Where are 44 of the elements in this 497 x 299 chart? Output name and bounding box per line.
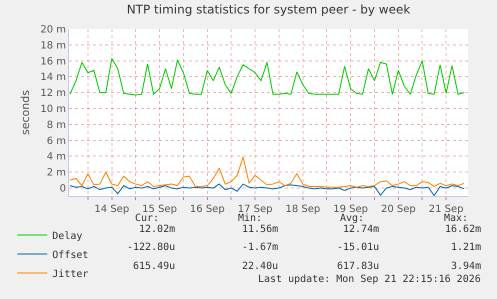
text: Max: bbox=[444, 213, 468, 224]
chart-title: NTP timing statistics for system peer - by week bbox=[126, 2, 410, 16]
text: Min: bbox=[238, 213, 262, 224]
y-tick-label: 12 m bbox=[40, 88, 66, 100]
y-tick-label: 4 m bbox=[46, 152, 66, 163]
line-series bbox=[70, 156, 465, 188]
text: 3.94m bbox=[451, 261, 482, 272]
text: -15.01u bbox=[337, 242, 380, 253]
x-tick-label: 18 Sep bbox=[285, 204, 320, 215]
legend-label: Offset bbox=[52, 250, 88, 261]
line-series bbox=[70, 58, 465, 96]
text: -122.80u bbox=[127, 242, 176, 253]
text: Cur: bbox=[135, 213, 160, 224]
x-tick-label: 20 Sep bbox=[380, 204, 416, 215]
y-tick-label: 14 m bbox=[40, 72, 66, 84]
text: 16.62m bbox=[445, 224, 482, 235]
text: 615.49u bbox=[133, 261, 176, 272]
x-tick-label: 15 Sep bbox=[142, 204, 177, 215]
y-tick-label: 2 m bbox=[46, 168, 66, 179]
text: 22.40u bbox=[242, 261, 278, 272]
x-tick-label: 17 Sep bbox=[238, 204, 272, 215]
y-tick-label: 10 m bbox=[40, 104, 66, 116]
y-axis-title: seconds bbox=[18, 90, 32, 135]
y-tick-label: 16 m bbox=[40, 56, 66, 68]
x-tick-label: 21 Sep bbox=[428, 204, 464, 215]
x-tick-label: 14 Sep bbox=[94, 204, 130, 215]
line-series bbox=[70, 184, 465, 196]
x-tick-label: 16 Sep bbox=[190, 204, 225, 215]
y-tick-label: 0 bbox=[60, 184, 66, 195]
y-tick-label: 8 m bbox=[46, 120, 66, 131]
text: 1.21m bbox=[451, 242, 482, 253]
text: 617.83u bbox=[337, 261, 380, 272]
x-tick-label: 19 Sep bbox=[333, 204, 368, 215]
legend-label: Delay bbox=[52, 230, 82, 242]
text: 11.56m bbox=[242, 224, 278, 235]
legend-label: Jitter bbox=[52, 268, 88, 280]
text: 12.74m bbox=[343, 224, 380, 235]
text: -1.67m bbox=[242, 242, 278, 253]
y-tick-label: 20 m bbox=[40, 24, 66, 36]
y-tick-label: 6 m bbox=[46, 136, 66, 147]
text: Last update: Mon Sep 21 22:15:16 2026 bbox=[258, 274, 481, 285]
text: Avg: bbox=[340, 213, 364, 224]
text: 12.02m bbox=[139, 224, 176, 235]
y-tick-label: 18 m bbox=[40, 40, 66, 52]
